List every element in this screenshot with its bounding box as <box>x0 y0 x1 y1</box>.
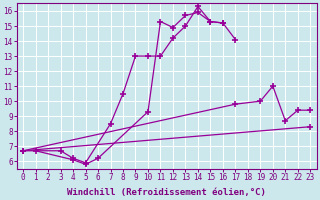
X-axis label: Windchill (Refroidissement éolien,°C): Windchill (Refroidissement éolien,°C) <box>67 188 266 197</box>
